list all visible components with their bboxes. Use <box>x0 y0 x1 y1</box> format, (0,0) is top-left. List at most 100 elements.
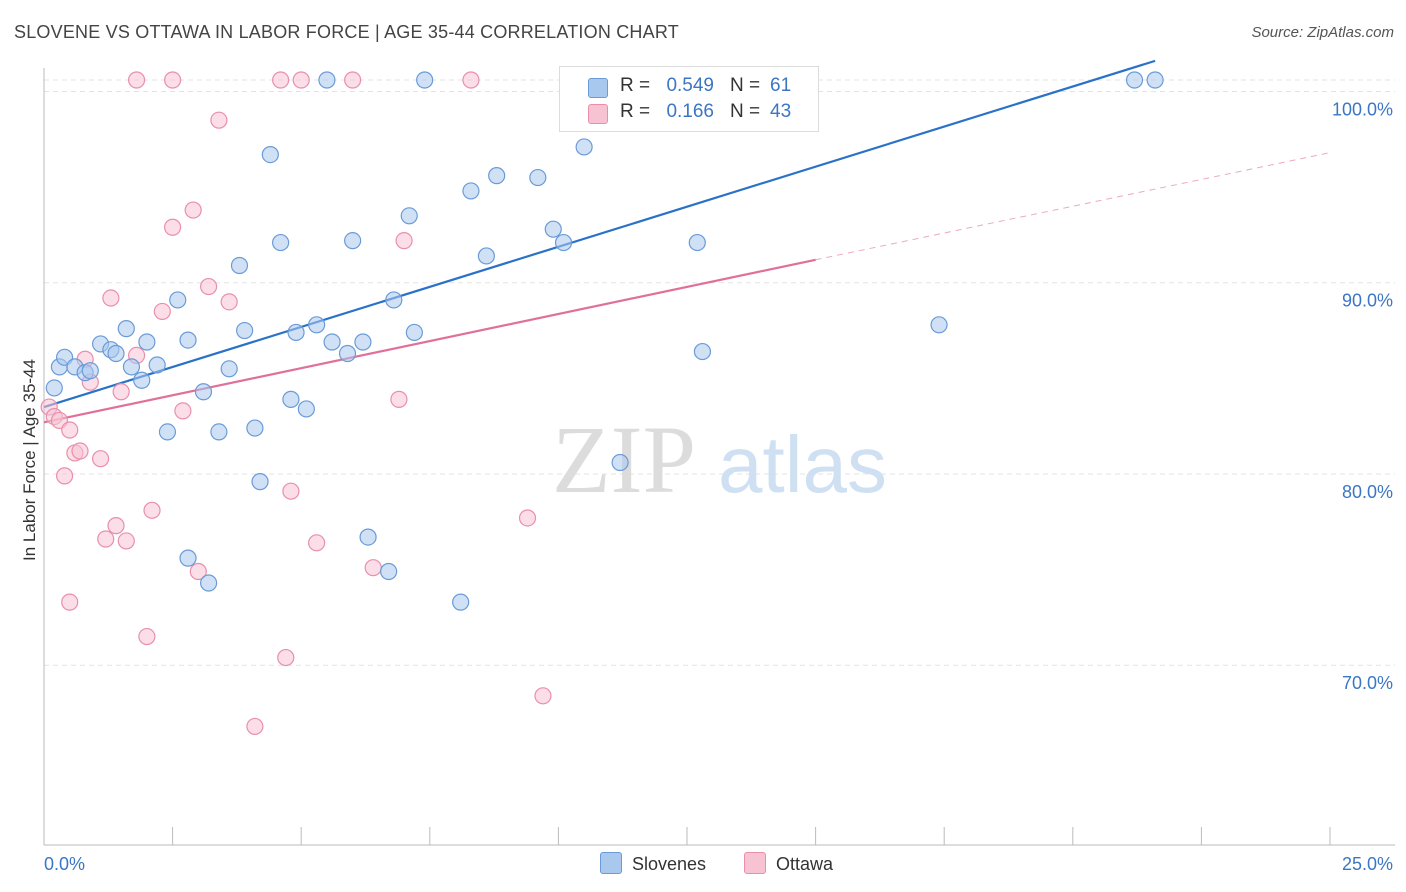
slovenes-point <box>230 256 249 275</box>
slovenes-point <box>45 379 63 397</box>
ottawa-point <box>102 289 120 307</box>
slovenes-point <box>405 323 423 342</box>
slovenes-point <box>477 247 495 265</box>
ottawa-point <box>164 71 182 89</box>
ottawa-point <box>97 530 115 548</box>
ottawa-point <box>282 482 300 500</box>
source-label: Source: ZipAtlas.com <box>1251 24 1394 41</box>
slovenes-point <box>117 320 135 338</box>
ottawa-trend-line <box>43 258 816 424</box>
ottawa-point <box>534 687 552 705</box>
ottawa-point <box>189 562 207 581</box>
slovenes-point <box>179 549 197 567</box>
ottawa-point <box>308 534 326 552</box>
ottawa-point <box>184 201 202 219</box>
slovenes-point <box>359 528 377 546</box>
y-axis-label: In Labor Force | Age 35-44 <box>20 359 39 561</box>
ottawa-point <box>61 421 79 439</box>
ottawa-point <box>112 383 130 401</box>
slovenes-point <box>611 453 629 472</box>
ottawa-point <box>272 71 290 89</box>
slovenes-point <box>261 145 279 164</box>
ottawa-point <box>91 450 110 468</box>
slovenes-point <box>688 233 706 252</box>
ottawa-point <box>71 442 89 460</box>
ottawa-point <box>277 648 295 667</box>
ottawa-point <box>246 717 264 736</box>
slovenes-point <box>323 333 341 351</box>
slovenes-swatch <box>588 78 608 98</box>
slovenes-point <box>452 593 470 611</box>
correlation-legend: R = 0.549 N = 61 R = 0.166 N = 43 <box>559 66 819 132</box>
slovenes-point <box>251 473 269 491</box>
slovenes-point <box>344 232 362 250</box>
ottawa-point <box>143 501 161 519</box>
slovenes-point <box>287 323 305 342</box>
ottawa-swatch <box>588 104 608 124</box>
slovenes-legend-label: Slovenes <box>632 854 707 874</box>
y-tick-label: 100.0% <box>1332 99 1393 119</box>
ottawa-point <box>462 71 480 89</box>
slovenes-point <box>107 344 125 363</box>
slovenes-point <box>81 362 99 380</box>
ottawa-point <box>395 232 413 250</box>
slovenes-point <box>158 423 177 441</box>
slovenes-trend-line <box>43 59 1156 409</box>
slovenes-point <box>148 356 166 374</box>
slovenes-point <box>400 207 418 225</box>
slovenes-point <box>462 182 480 200</box>
r-value: 0.166 <box>666 101 714 122</box>
n-value: 61 <box>770 75 792 96</box>
ottawa-point <box>174 402 192 420</box>
n-label: N = <box>730 101 761 122</box>
ottawa-point <box>210 111 228 129</box>
ottawa-point <box>200 277 218 296</box>
slovenes-legend-swatch <box>600 852 622 874</box>
watermark-atlas: atlas <box>718 420 887 509</box>
slovenes-point <box>1146 71 1164 89</box>
slovenes-point <box>385 291 403 309</box>
slovenes-point <box>308 316 326 334</box>
ottawa-point <box>364 559 382 577</box>
ottawa-point <box>127 71 146 89</box>
x-tick-label: 25.0% <box>1342 854 1393 874</box>
ottawa-point <box>61 593 79 611</box>
slovenes-point <box>194 383 213 401</box>
slovenes-point <box>220 360 238 378</box>
r-label: R = <box>620 75 651 96</box>
slovenes-point <box>297 400 315 418</box>
slovenes-point <box>554 233 573 252</box>
slovenes-point <box>282 390 300 408</box>
ottawa-point <box>164 218 182 236</box>
slovenes-point <box>488 167 506 185</box>
slovenes-point <box>529 168 547 187</box>
slovenes-point <box>122 358 141 376</box>
slovenes-point <box>179 331 197 349</box>
legend-item-slovenes[interactable]: Slovenes <box>600 852 706 875</box>
legend-item-ottawa[interactable]: Ottawa <box>744 852 833 875</box>
y-tick-label: 70.0% <box>1342 673 1393 693</box>
ottawa-point <box>220 293 238 311</box>
axes <box>43 68 1395 846</box>
r-value: 0.549 <box>666 75 714 96</box>
y-tick-label: 90.0% <box>1342 291 1393 311</box>
chart-title: SLOVENE VS OTTAWA IN LABOR FORCE | AGE 3… <box>14 22 679 42</box>
gridlines <box>44 79 1395 666</box>
y-tick-label: 80.0% <box>1342 482 1393 502</box>
x-tick-label: 0.0% <box>44 854 85 874</box>
ottawa-point <box>153 302 171 321</box>
slovenes-point <box>272 233 290 252</box>
slovenes-point <box>544 220 562 238</box>
slovenes-point <box>380 562 398 581</box>
ottawa-point <box>107 517 125 535</box>
ottawa-point <box>292 71 310 89</box>
ottawa-trend-extension <box>815 152 1331 261</box>
slovenes-point <box>930 316 948 334</box>
slovenes-point <box>200 574 218 592</box>
slovenes-point <box>338 344 357 363</box>
n-label: N = <box>730 75 761 96</box>
scatter-points <box>40 71 1164 736</box>
ottawa-point <box>117 532 135 550</box>
ottawa-point <box>138 627 156 646</box>
